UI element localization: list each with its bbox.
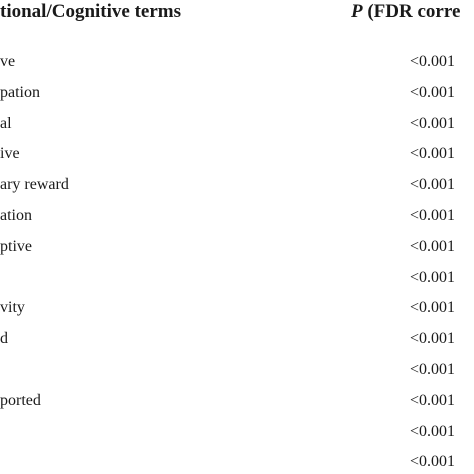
term-cell: al <box>0 114 12 132</box>
p-header: P (FDR corre <box>351 0 460 24</box>
p-value-cell: <0.001 <box>410 176 456 194</box>
p-value-cell: <0.001 <box>410 83 456 101</box>
term-cell: ive <box>0 145 20 163</box>
term-cell: pation <box>0 83 40 101</box>
p-value-cell: <0.001 <box>410 330 456 348</box>
p-value-cell: <0.001 <box>410 207 456 224</box>
term-cell: d <box>0 330 8 348</box>
p-value-cell: <0.001 <box>410 53 456 70</box>
term-cell: ve <box>0 53 16 70</box>
p-value-cell: <0.001 <box>410 114 456 132</box>
p-value-cell: <0.001 <box>410 145 456 163</box>
p-symbol: P <box>351 1 363 22</box>
p-value-cell: <0.001 <box>410 299 456 317</box>
p-value-cell: <0.001 <box>410 237 456 255</box>
p-value-cell: <0.001 <box>410 361 456 378</box>
term-cell: ptive <box>0 237 32 255</box>
term-cell: ation <box>0 207 32 224</box>
p-value-cell: <0.001 <box>410 453 456 471</box>
term-header: tional/Cognitive terms <box>0 1 182 22</box>
p-header-rest: (FDR corre <box>362 1 461 22</box>
p-value-cell: <0.001 <box>410 391 456 409</box>
term-cell: ary reward <box>0 176 69 194</box>
p-value-cell: <0.001 <box>410 422 456 440</box>
term-cell: vity <box>0 299 25 317</box>
p-value-cell: <0.001 <box>410 268 456 286</box>
term-cell: ported <box>0 391 41 409</box>
